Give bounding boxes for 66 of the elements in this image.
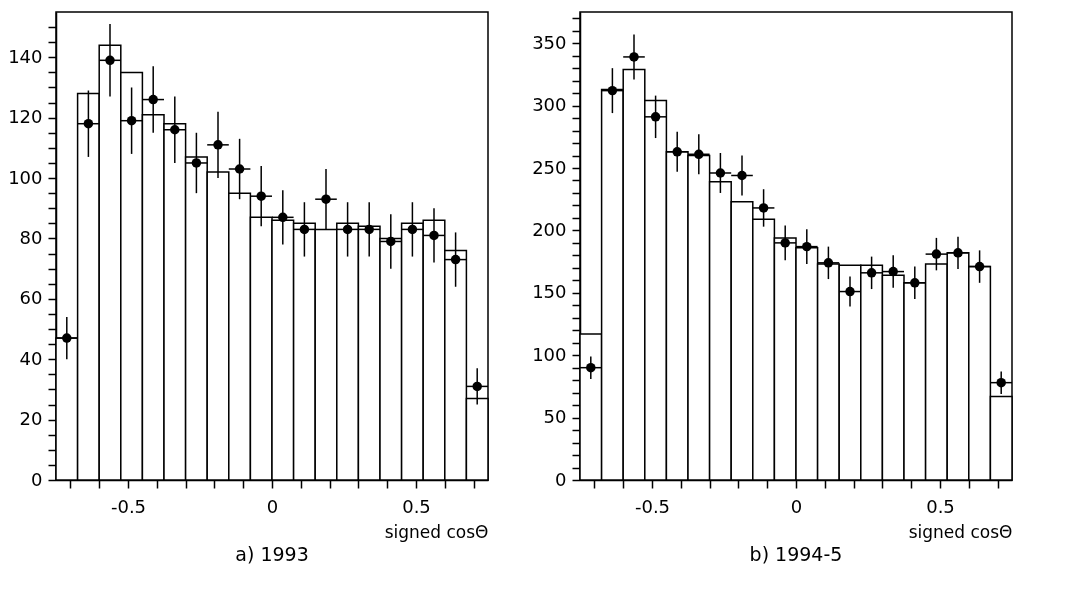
point xyxy=(715,168,726,178)
point xyxy=(996,377,1006,388)
point xyxy=(386,236,396,247)
point xyxy=(62,333,72,343)
point xyxy=(780,238,790,248)
y-tick-label: 350 xyxy=(532,31,567,53)
y-tick-label: 100 xyxy=(8,166,43,188)
y-tick-label: 140 xyxy=(8,45,43,67)
point xyxy=(407,224,418,235)
y-tick-label: 50 xyxy=(543,406,567,428)
point xyxy=(170,125,180,135)
x-tick-label: 0.5 xyxy=(926,495,955,517)
text: b) 1994-5 xyxy=(749,543,843,565)
point xyxy=(586,362,596,373)
y-tick-label: 40 xyxy=(19,347,43,369)
x-axis-title: signed cosΘ xyxy=(384,521,489,542)
x-tick-label: 0.5 xyxy=(402,495,431,517)
point xyxy=(105,55,115,66)
y-tick-label: 0 xyxy=(555,468,567,490)
point xyxy=(299,224,310,235)
point xyxy=(758,203,769,213)
point xyxy=(472,381,482,392)
point xyxy=(953,248,963,258)
point xyxy=(931,249,942,259)
y-tick-label: 60 xyxy=(19,287,43,309)
point xyxy=(256,191,266,201)
x-tick-label: 0 xyxy=(266,495,279,517)
point xyxy=(83,118,94,129)
point xyxy=(672,147,682,157)
point xyxy=(650,112,661,122)
point xyxy=(910,278,920,288)
point xyxy=(321,194,331,204)
point xyxy=(234,164,245,174)
point xyxy=(845,286,855,297)
point xyxy=(126,115,137,126)
y-tick-label: 300 xyxy=(532,94,567,116)
y-tick-label: 250 xyxy=(532,156,567,178)
y-tick-label: 120 xyxy=(8,106,43,128)
x-axis-title: signed cosΘ xyxy=(908,521,1013,542)
x-tick-label: -0.5 xyxy=(634,495,671,517)
point xyxy=(148,94,158,105)
point xyxy=(342,224,353,235)
y-tick-label: 80 xyxy=(19,226,43,248)
point xyxy=(888,266,898,277)
point xyxy=(866,268,877,278)
point xyxy=(802,241,812,252)
point xyxy=(629,52,639,62)
point xyxy=(974,261,985,272)
y-tick-label: 200 xyxy=(532,218,567,240)
y-tick-label: 20 xyxy=(19,408,43,430)
y-tick-label: 100 xyxy=(532,343,567,365)
point xyxy=(607,85,618,96)
y-tick-label: 150 xyxy=(532,281,567,303)
point xyxy=(364,224,374,235)
y-tick-label: 0 xyxy=(31,468,43,490)
point xyxy=(694,149,704,160)
x-tick-label: 0 xyxy=(790,495,803,517)
point xyxy=(737,170,747,181)
point xyxy=(429,230,439,241)
point xyxy=(450,254,461,265)
point xyxy=(191,158,202,168)
point xyxy=(823,258,834,268)
point xyxy=(213,140,223,150)
text: a) 1993 xyxy=(235,543,309,565)
x-tick-label: -0.5 xyxy=(110,495,147,517)
point xyxy=(278,212,288,223)
